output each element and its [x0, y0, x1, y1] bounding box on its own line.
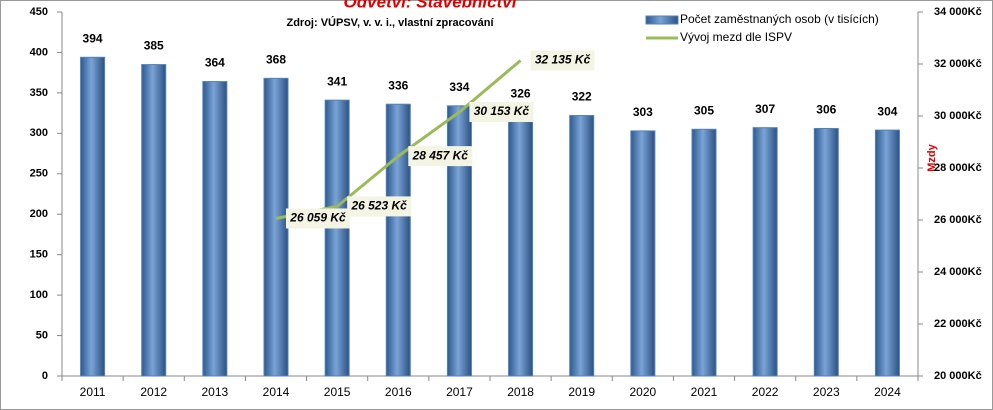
y-tick-label: 100	[30, 289, 48, 301]
x-tick-label: 2013	[202, 385, 229, 399]
x-tick-label: 2017	[446, 385, 473, 399]
legend-swatch	[645, 15, 679, 25]
bar	[874, 129, 900, 377]
chart-title: Odvětví: Stavebnictví	[344, 0, 519, 11]
bar-value-label: 368	[266, 53, 286, 67]
y-tick-label: 250	[30, 168, 48, 180]
line-value-label: 30 153 Kč	[474, 104, 530, 118]
x-tick-label: 2012	[140, 385, 167, 399]
bar-value-label: 303	[633, 105, 653, 119]
bar	[752, 127, 778, 377]
x-tick-label: 2018	[507, 385, 534, 399]
x-tick-label: 2024	[874, 385, 901, 399]
bar-value-label: 322	[572, 90, 592, 104]
line-label-box	[530, 50, 595, 71]
bar	[385, 103, 411, 377]
y2-tick-label: 34 000Kč	[934, 6, 982, 18]
bar	[630, 130, 656, 377]
bar	[324, 99, 350, 377]
x-tick-label: 2022	[752, 385, 779, 399]
y-tick-label: 200	[30, 208, 48, 220]
y2-tick-label: 26 000Kč	[934, 214, 982, 226]
bar	[508, 111, 534, 377]
x-tick-label: 2023	[813, 385, 840, 399]
bar-value-label: 394	[83, 31, 103, 45]
line-label-box	[408, 146, 473, 167]
bar	[263, 77, 289, 377]
bar-value-label: 341	[327, 74, 347, 88]
bar	[202, 81, 228, 377]
bar-value-label: 334	[449, 80, 469, 94]
x-tick-label: 2015	[324, 385, 351, 399]
bar-value-label: 336	[388, 78, 408, 92]
y-tick-label: 0	[42, 370, 48, 382]
x-tick-label: 2011	[80, 385, 106, 399]
chart-subtitle: Zdroj: VÚPSV, v. v. i., vlastní zpracová…	[286, 16, 494, 29]
bar-value-label: 326	[511, 86, 531, 100]
y-tick-label: 400	[30, 46, 48, 58]
y2-tick-label: 30 000Kč	[934, 110, 982, 122]
legend-label: Vývoj mezd dle ISPV	[680, 30, 792, 44]
bar-value-label: 364	[205, 56, 225, 70]
bar	[569, 115, 595, 377]
x-tick-label: 2019	[568, 385, 595, 399]
x-tick-label: 2020	[630, 385, 657, 399]
x-tick-label: 2014	[263, 385, 290, 399]
y2-axis-label: Mzdy	[926, 143, 938, 171]
bar-value-label: 305	[694, 103, 714, 117]
line-value-label: 26 059 Kč	[289, 211, 346, 225]
bar	[141, 64, 167, 377]
x-tick-label: 2016	[385, 385, 412, 399]
y-tick-label: 450	[30, 6, 48, 18]
bar-value-label: 306	[816, 103, 836, 117]
bar-value-label: 385	[144, 39, 164, 53]
bar	[80, 56, 106, 377]
y2-tick-label: 28 000Kč	[934, 162, 982, 174]
line-value-label: 26 523 Kč	[350, 199, 407, 213]
bar	[813, 127, 839, 377]
y-tick-label: 50	[36, 329, 48, 341]
legend-label: Počet zaměstnaných osob (v tisících)	[680, 12, 879, 26]
line-label-box	[469, 102, 534, 123]
bar-value-label: 304	[877, 104, 897, 118]
y2-tick-label: 32 000Kč	[934, 58, 982, 70]
line-label-box	[286, 208, 350, 229]
line-value-label: 28 457 Kč	[412, 148, 469, 162]
line-label-box	[347, 196, 412, 217]
y2-tick-label: 24 000Kč	[934, 266, 982, 278]
x-tick-label: 2021	[691, 385, 718, 399]
y2-tick-label: 20 000Kč	[934, 370, 982, 382]
y-tick-label: 350	[30, 87, 48, 99]
line-value-label: 32 135 Kč	[535, 53, 591, 67]
y2-tick-label: 22 000Kč	[934, 318, 982, 330]
bar	[691, 128, 717, 377]
y-tick-label: 150	[30, 249, 48, 261]
y-tick-label: 300	[30, 127, 48, 139]
bar-value-label: 307	[755, 102, 775, 116]
